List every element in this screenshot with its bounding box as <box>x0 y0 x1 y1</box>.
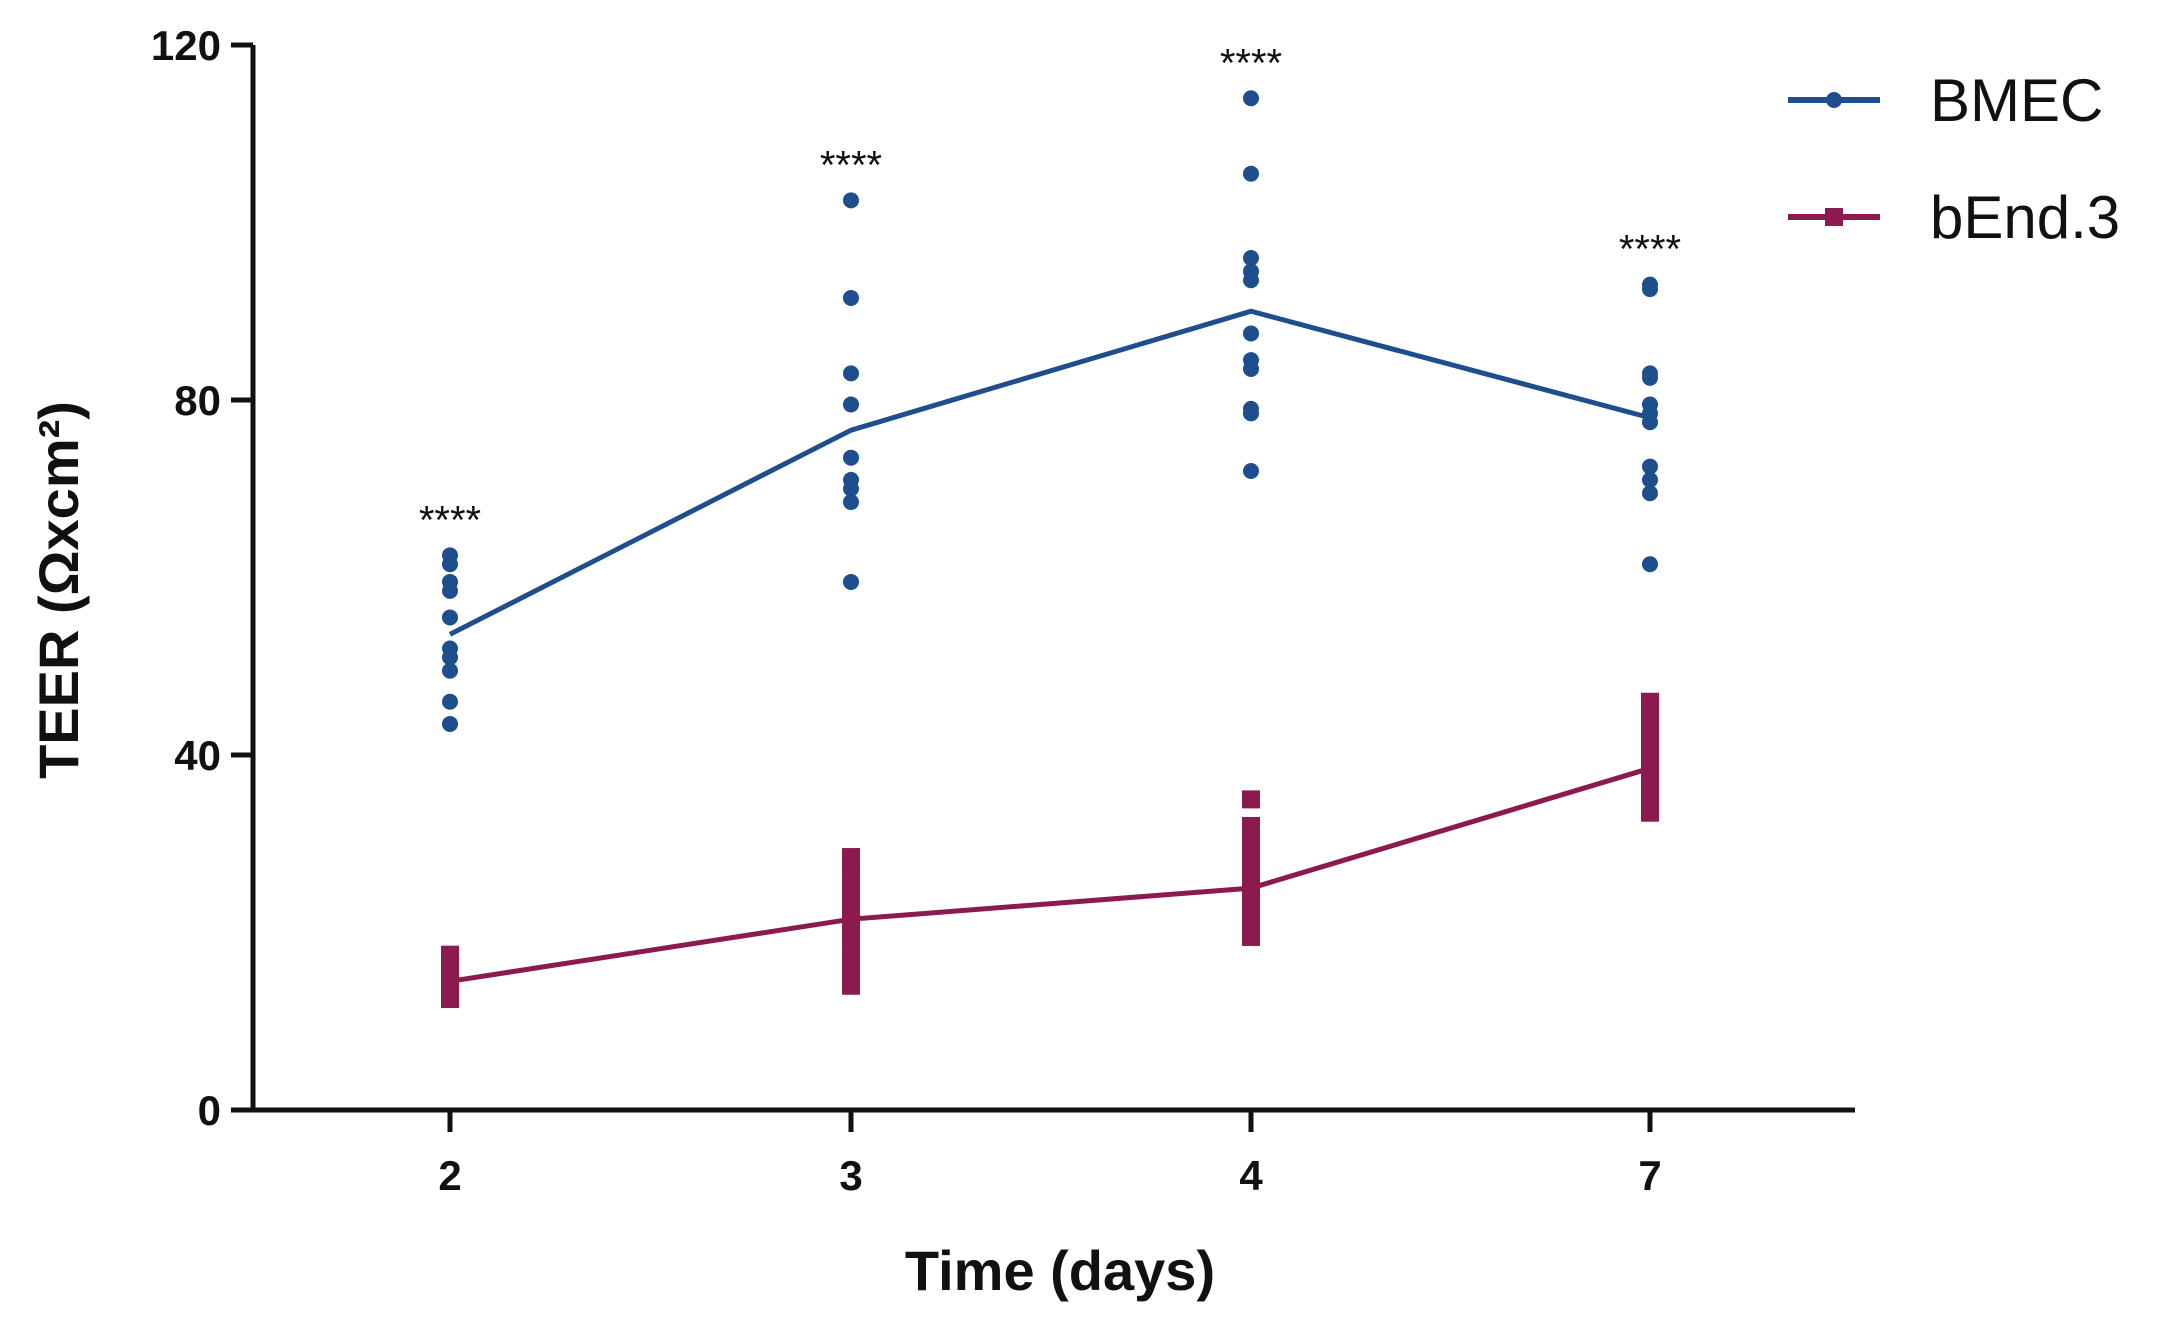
data-point <box>1642 485 1658 502</box>
significance-label: **** <box>419 498 481 542</box>
significance-label: **** <box>820 143 882 187</box>
data-point <box>842 848 860 867</box>
data-point <box>1641 746 1659 764</box>
axes: 0 40 80 120 2 3 4 7 <box>151 22 1855 1199</box>
series-bend-3 <box>441 692 1659 1009</box>
legend-label: bEnd.3 <box>1930 184 2120 251</box>
legend-swatch-marker <box>1825 208 1843 226</box>
series-line <box>449 765 1651 984</box>
y-axis-title: TEER (Ωxcm²) <box>27 401 90 779</box>
y-tick-label: 80 <box>174 377 221 424</box>
data-point <box>842 932 860 951</box>
data-point <box>1242 852 1260 871</box>
x-tick-label: 7 <box>1638 1152 1661 1199</box>
data-point <box>1242 790 1260 809</box>
data-point <box>1642 471 1658 488</box>
significance-label: **** <box>1220 41 1282 85</box>
legend-item-bend-3: bEnd.3 <box>1788 184 2120 251</box>
series-line <box>448 308 1651 637</box>
data-point <box>442 662 458 679</box>
series-bmec <box>442 90 1658 732</box>
data-point <box>843 449 859 466</box>
data-point <box>1642 365 1658 382</box>
data-point <box>442 693 458 710</box>
x-tick-label: 3 <box>839 1152 862 1199</box>
y-tick-label: 0 <box>198 1087 221 1134</box>
data-point <box>442 640 458 657</box>
data-point <box>441 945 459 964</box>
data-point <box>1243 325 1259 342</box>
data-point <box>1243 90 1259 107</box>
data-point <box>843 396 859 413</box>
data-point <box>1243 165 1259 182</box>
data-point <box>442 573 458 590</box>
data-point <box>1243 263 1259 280</box>
data-point <box>842 896 860 915</box>
data-point <box>1641 710 1659 729</box>
series-layer <box>441 90 1659 1009</box>
data-point <box>442 609 458 626</box>
legend-swatch-marker <box>1826 92 1842 108</box>
data-point <box>843 365 859 382</box>
y-tick-label: 120 <box>151 22 221 69</box>
data-point <box>1641 728 1659 747</box>
data-point <box>843 192 859 209</box>
data-point <box>442 547 458 564</box>
data-point <box>1243 400 1259 417</box>
data-point <box>842 914 860 933</box>
y-tick-label: 40 <box>174 732 221 779</box>
data-point <box>843 289 859 306</box>
significance-layer: **** **** **** **** <box>419 41 1681 542</box>
data-point <box>843 494 859 511</box>
data-point <box>1642 458 1658 475</box>
data-point <box>1642 396 1658 413</box>
data-point <box>843 573 859 590</box>
data-point <box>1641 692 1659 711</box>
data-point <box>1243 352 1259 369</box>
data-point <box>843 471 859 488</box>
data-point <box>842 950 860 969</box>
x-axis-title: Time (days) <box>905 1239 1215 1302</box>
legend: BMEC bEnd.3 <box>1788 67 2120 251</box>
data-point <box>1243 250 1259 266</box>
data-point <box>1642 276 1658 293</box>
data-point <box>442 715 458 732</box>
data-point <box>1642 556 1658 573</box>
data-point <box>1242 817 1260 835</box>
data-point <box>1641 790 1659 809</box>
legend-label: BMEC <box>1930 67 2103 134</box>
legend-item-bmec: BMEC <box>1788 67 2103 134</box>
data-point <box>842 879 860 898</box>
x-tick-label: 4 <box>1239 1152 1263 1199</box>
data-point <box>1242 834 1260 853</box>
x-tick-label: 2 <box>438 1152 461 1199</box>
data-point <box>1243 463 1259 479</box>
significance-label: **** <box>1619 228 1681 272</box>
